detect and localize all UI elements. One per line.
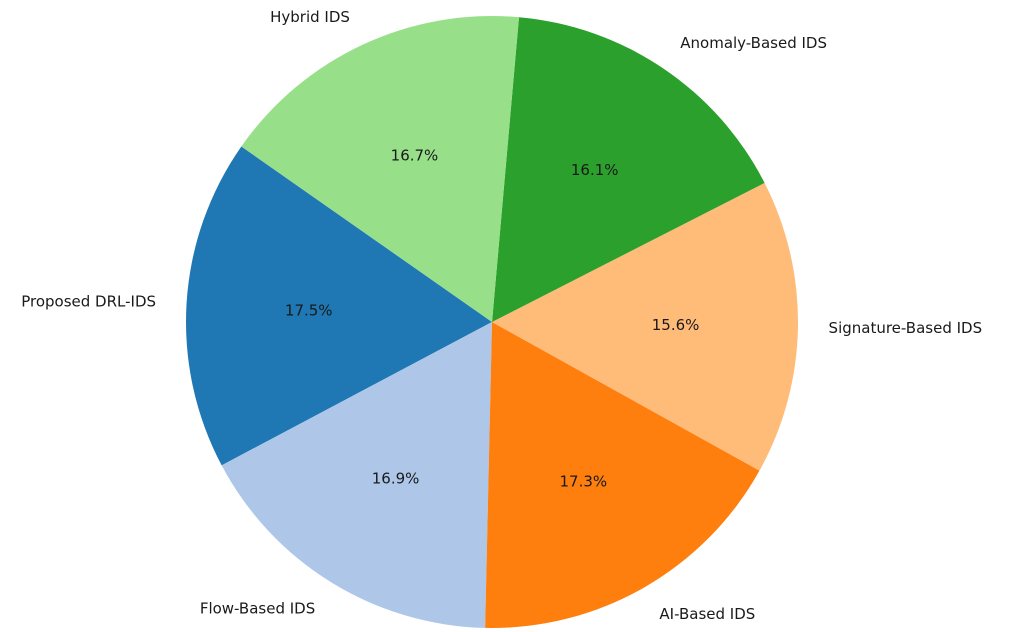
pie-category-label-signature-based-ids: Signature-Based IDS: [829, 319, 983, 337]
pie-slice-hybrid-ids: [241, 16, 519, 323]
pie-category-label-ai-based-ids: AI-Based IDS: [659, 605, 755, 623]
percent-labels-layer: 17.5% 16.9% 17.3% 15.6% 16.1% 16.7%: [285, 147, 699, 491]
pie-category-label-flow-based-ids: Flow-Based IDS: [200, 599, 315, 617]
pie-slice-proposed-drl-ids: [186, 146, 492, 466]
pie-percent-label-anomaly-based-ids: 16.1%: [571, 161, 619, 179]
pie-category-label-anomaly-based-ids: Anomaly-Based IDS: [680, 34, 827, 52]
pie-slice-flow-based-ids: [221, 322, 492, 628]
category-labels-layer: Proposed DRL-IDS Flow-Based IDS AI-Based I…: [21, 8, 982, 623]
pie-percent-label-hybrid-ids: 16.7%: [391, 147, 439, 165]
pie-category-label-proposed-drl-ids: Proposed DRL-IDS: [21, 292, 156, 310]
pie-slice-signature-based-ids: [492, 182, 798, 471]
pie-percent-label-signature-based-ids: 15.6%: [652, 316, 700, 334]
pie-slice-anomaly-based-ids: [492, 17, 765, 322]
pie-slice-ai-based-ids: [485, 322, 760, 628]
slices-layer: [186, 16, 798, 628]
pie-percent-label-flow-based-ids: 16.9%: [372, 469, 420, 487]
pie-category-label-hybrid-ids: Hybrid IDS: [270, 8, 350, 26]
pie-percent-label-ai-based-ids: 17.3%: [559, 472, 607, 490]
pie-percent-label-proposed-drl-ids: 17.5%: [285, 302, 333, 320]
